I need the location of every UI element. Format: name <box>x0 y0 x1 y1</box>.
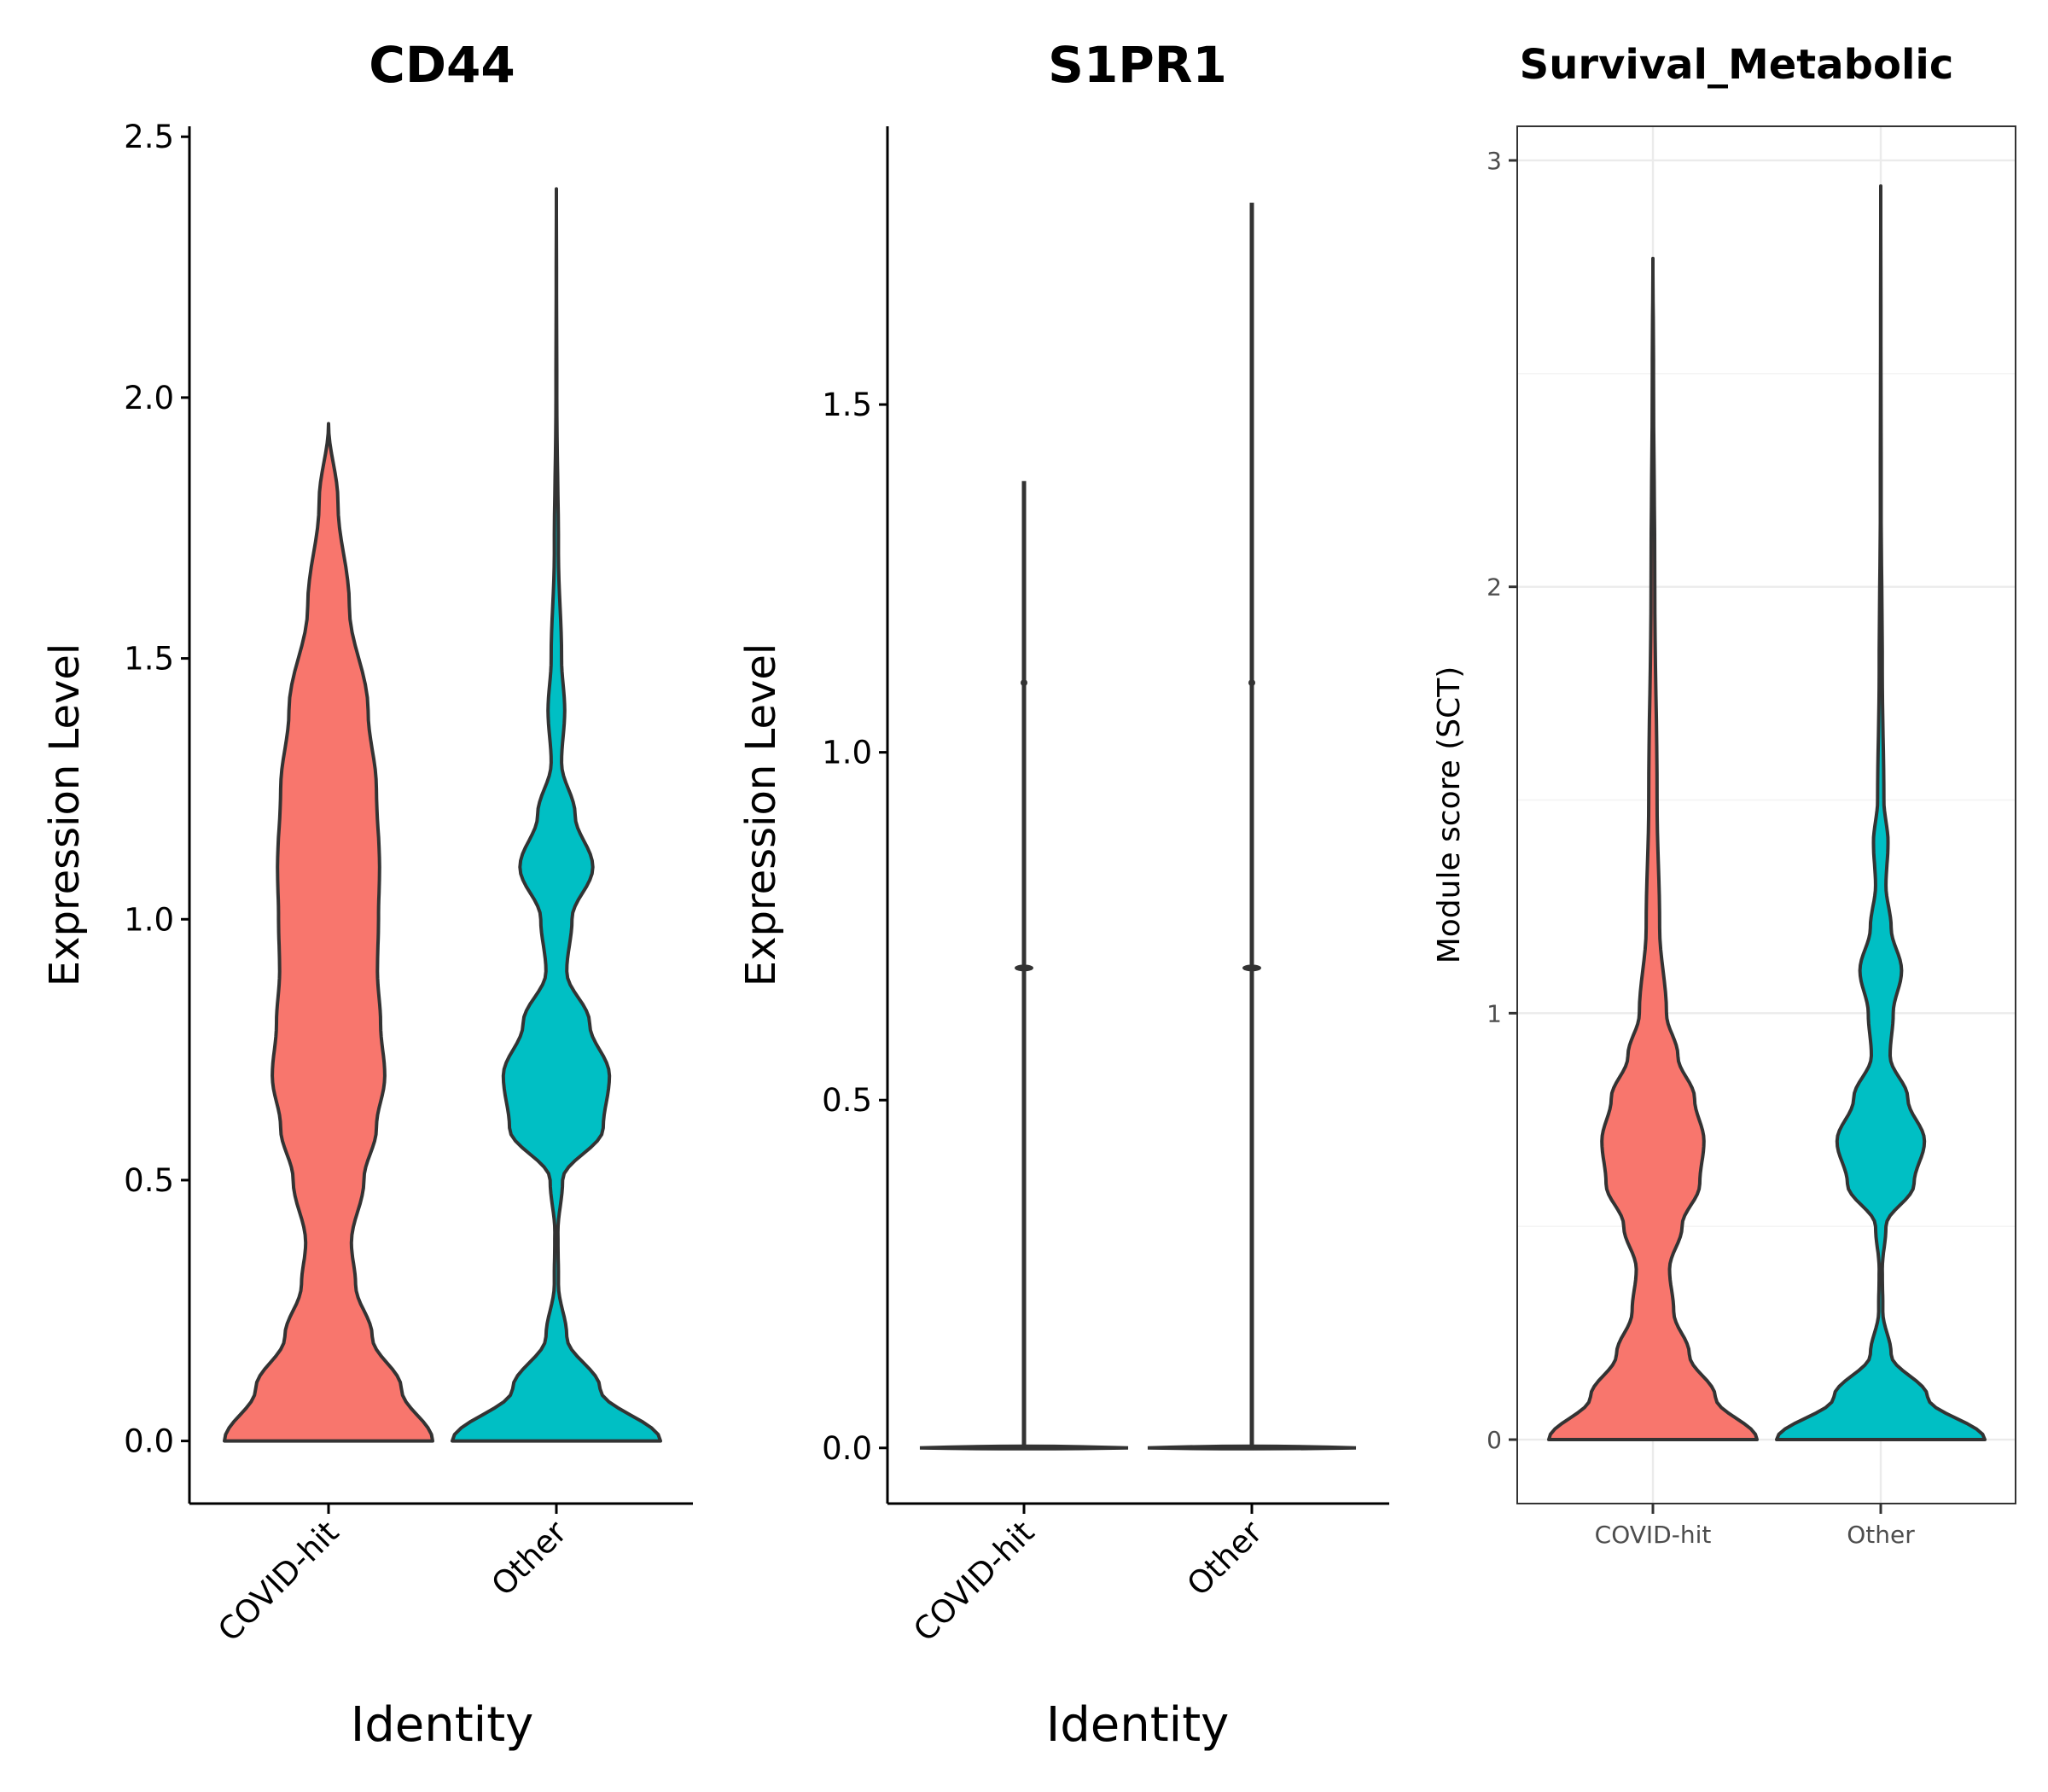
y-ticks: 0.0 0.5 1.0 1.5 2.0 2.5 <box>124 119 189 1460</box>
x-ticks: COVID-hit Other <box>906 1504 1270 1649</box>
plot-background <box>1517 126 2016 1504</box>
violin-covid-hit <box>223 422 434 1443</box>
y-tick-label: 0.5 <box>822 1082 872 1119</box>
y-tick-label: 2.0 <box>124 380 174 416</box>
violin-covid-hit <box>1547 256 1759 1441</box>
violins <box>919 202 1357 1451</box>
y-tick-label: 0.0 <box>822 1430 872 1467</box>
y-tick-label: 0 <box>1487 1426 1502 1454</box>
panel-title: CD44 <box>369 36 515 94</box>
y-axis-label: Module score (SCT) <box>1432 666 1467 964</box>
y-axis-label: Expression Level <box>737 643 785 987</box>
y-ticks: 0 1 2 3 <box>1487 147 1517 1454</box>
y-tick-label: 0.5 <box>124 1162 174 1199</box>
violin-covid-hit-bulge <box>1021 679 1027 687</box>
violins <box>1547 184 1987 1441</box>
violin-other <box>1775 184 1987 1441</box>
x-axis-label: Identity <box>1046 1697 1230 1753</box>
x-tick-label: COVID-hit <box>211 1514 346 1649</box>
x-axis-label: Identity <box>351 1697 534 1753</box>
y-axis-label: Expression Level <box>41 643 89 987</box>
y-tick-label: 1.5 <box>822 387 872 423</box>
y-ticks: 0.0 0.5 1.0 1.5 <box>822 387 887 1467</box>
panel-survival-metabolic: Survival_Metabolic 0 1 2 3 COVID-hit Other M… <box>1432 41 2016 1549</box>
y-tick-label: 0.0 <box>124 1423 174 1460</box>
panel-cd44: CD44 0.0 0.5 1.0 1.5 2.0 2.5 COVID-hit Other E… <box>41 36 693 1753</box>
panel-s1pr1: S1PR1 0.0 0.5 1.0 1.5 COVID-hit Other Expres… <box>737 36 1389 1753</box>
y-tick-label: 1.5 <box>124 641 174 678</box>
violin-other <box>451 187 662 1443</box>
violins <box>223 187 662 1443</box>
violin-covid-hit-bulge <box>1015 964 1033 972</box>
x-tick-label: COVID-hit <box>1595 1521 1712 1549</box>
violin-other-bulge <box>1248 679 1255 687</box>
x-tick-label: Other <box>1180 1513 1270 1603</box>
x-tick-label: Other <box>485 1513 574 1603</box>
panel-title: Survival_Metabolic <box>1520 41 1954 89</box>
x-tick-label: COVID-hit <box>906 1514 1041 1649</box>
plot-border <box>1516 125 2016 1504</box>
y-tick-label: 1 <box>1487 999 1502 1027</box>
x-ticks: COVID-hit Other <box>211 1504 574 1649</box>
panel-title: S1PR1 <box>1048 36 1227 94</box>
y-tick-label: 2 <box>1487 573 1502 602</box>
x-ticks: COVID-hit Other <box>1595 1504 1915 1549</box>
y-tick-label: 3 <box>1487 147 1502 175</box>
y-tick-label: 1.0 <box>822 735 872 771</box>
x-tick-label: Other <box>1847 1521 1915 1549</box>
y-tick-label: 2.5 <box>124 119 174 155</box>
violin-other-bulge <box>1242 964 1261 972</box>
y-tick-label: 1.0 <box>124 901 174 938</box>
